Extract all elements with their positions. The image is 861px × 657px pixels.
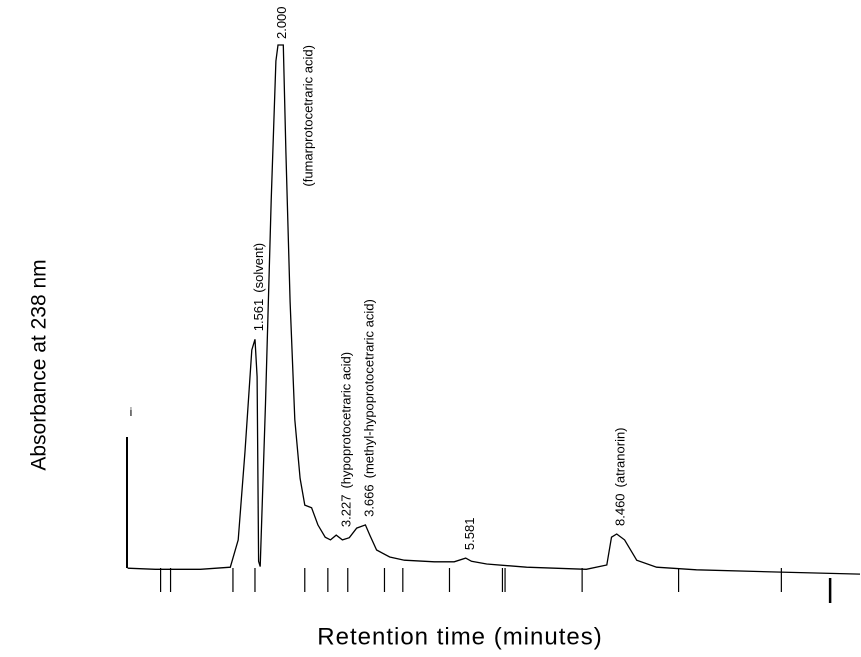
peak-label: 1.561 (solvent) [251, 243, 266, 331]
peak-time: 1.561 [251, 299, 266, 332]
peak-label: 2.000 [274, 6, 289, 39]
x-axis-title: Retention time (minutes) [317, 623, 602, 650]
peak-time: 3.666 [362, 484, 377, 517]
peak-name: (atranorin) [613, 427, 628, 487]
peak-label: 3.666 (methyl-hypoprotocetraric acid) [362, 299, 377, 517]
peak-name: (methyl-hypoprotocetraric acid) [362, 299, 377, 478]
injection-label: i [130, 405, 133, 419]
trace [127, 44, 861, 575]
peak-label: 3.227 (hypoprotocetraric acid) [339, 352, 354, 527]
peak-label: 5.581 [462, 518, 477, 551]
peak-time: 3.227 [339, 495, 354, 528]
peak-label: 8.460 (atranorin) [613, 427, 628, 526]
peak-name: (hypoprotocetraric acid) [339, 352, 354, 489]
peak-time: 2.000 [274, 6, 289, 39]
y-axis-title: Absorbance at 238 nm [28, 259, 51, 470]
peak-name: (solvent) [251, 243, 266, 293]
peak-name: (fumarprotocetraric acid) [300, 45, 315, 187]
peak-time: 8.460 [613, 493, 628, 526]
peak-time: 5.581 [462, 518, 477, 551]
